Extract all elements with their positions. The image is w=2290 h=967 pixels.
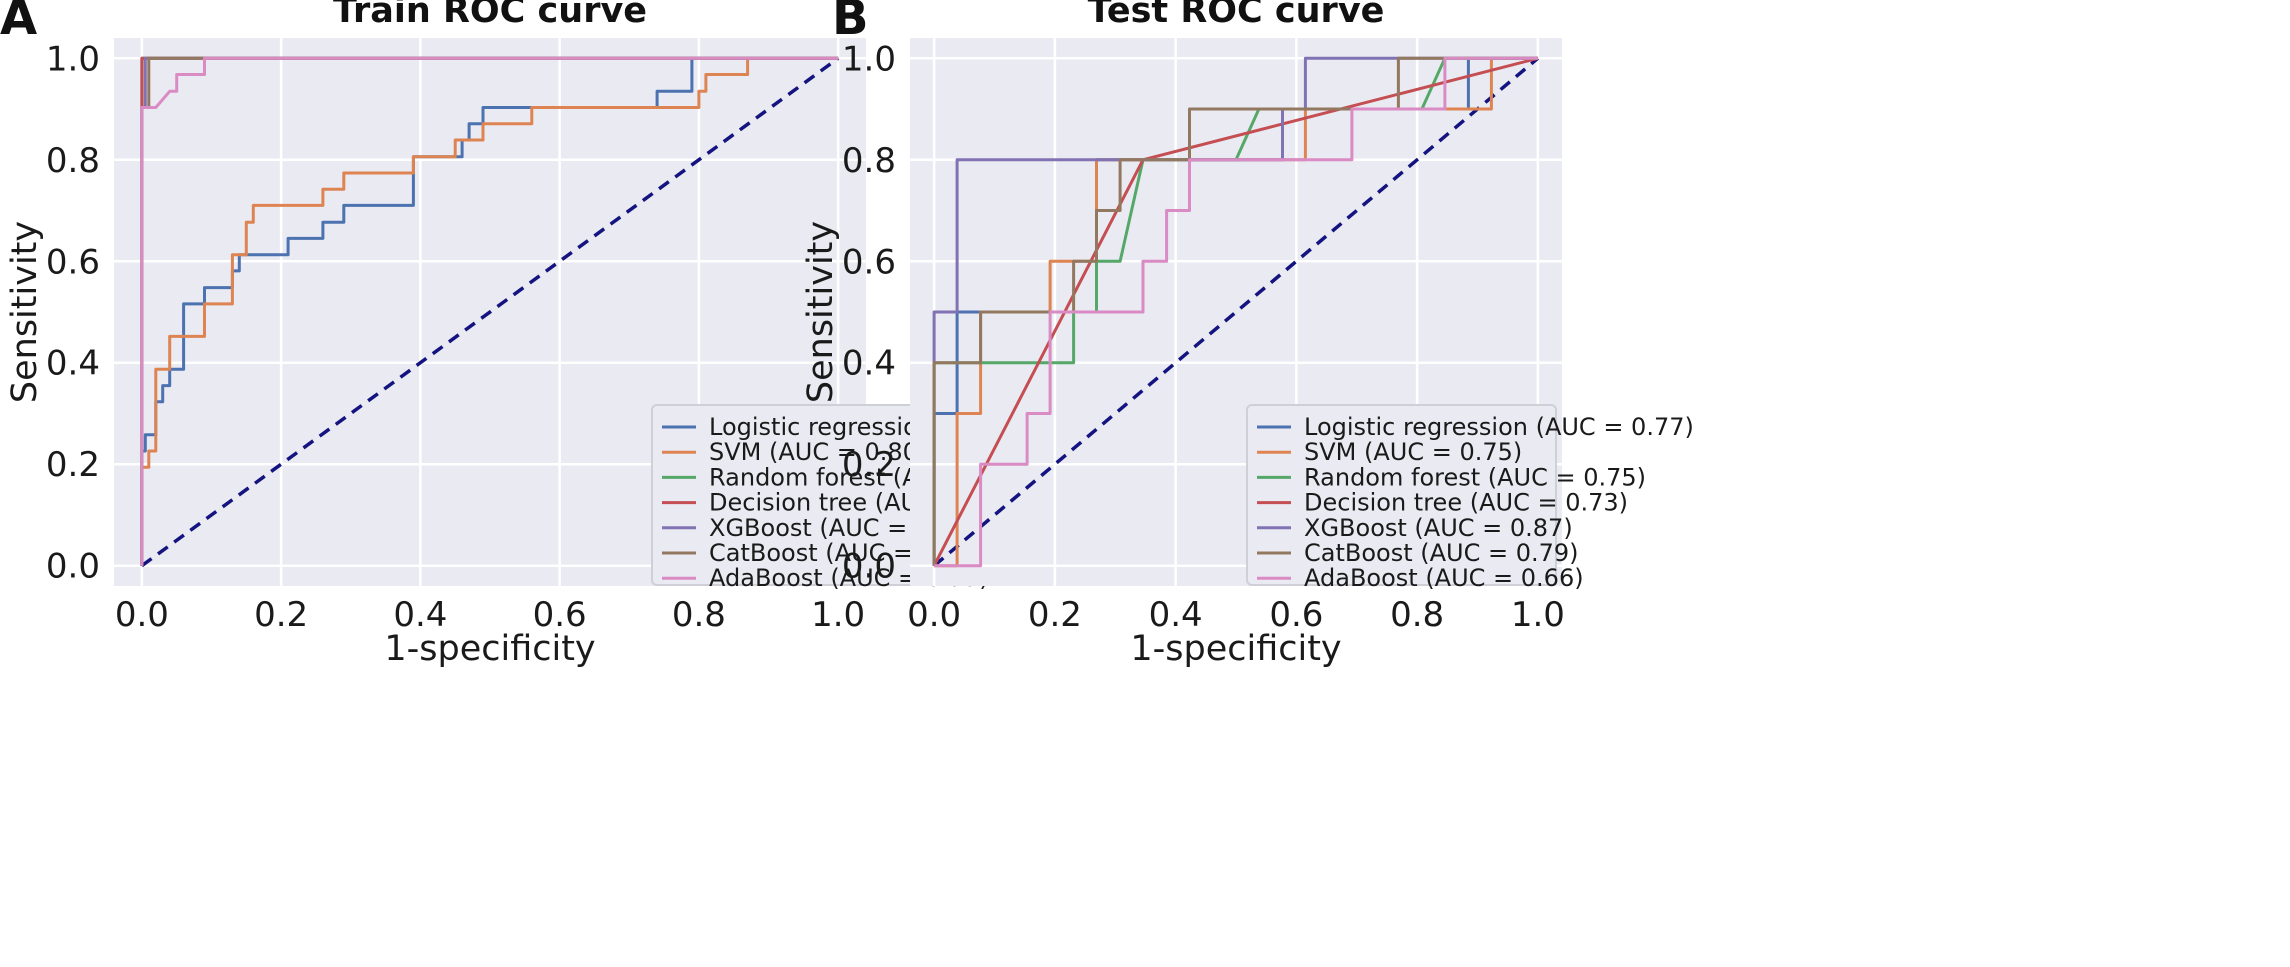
y-tick-label: 0.6 bbox=[842, 242, 896, 282]
x-tick-label: 0.8 bbox=[1390, 595, 1444, 635]
test-roc-panel: 0.0 0.2 0.4 0.6 0.8 1.0 0.0 0.2 0.4 0.6 0.8 1.0 1-sp… bbox=[801, 0, 1694, 669]
x-tick-label: 1.0 bbox=[811, 595, 865, 635]
x-tick-label: 0.8 bbox=[672, 595, 726, 635]
panel-label: A bbox=[0, 0, 37, 46]
y-axis-label: Sensitivity bbox=[5, 221, 45, 403]
x-tick-label: 0.4 bbox=[393, 595, 447, 635]
x-axis-label: 1-specificity bbox=[384, 629, 595, 669]
roc-curve-0 bbox=[140, 56, 839, 566]
chart-title: Test ROC curve bbox=[1088, 0, 1385, 31]
legend-entry: AdaBoost (AUC = 0.66) bbox=[1304, 564, 1584, 592]
roc-curve-6 bbox=[140, 56, 839, 566]
y-axis-label: Sensitivity bbox=[801, 221, 841, 403]
train-roc-panel: 0.0 0.2 0.4 0.6 0.8 1.0 0.0 0.2 0.4 0.6 0.8 1.0 1-sp… bbox=[0, 0, 1123, 669]
legend-entry: SVM (AUC = 0.80) bbox=[709, 438, 927, 466]
x-tick-label: 1.0 bbox=[1511, 595, 1565, 635]
legend-entry: XGBoost (AUC = 0.87) bbox=[1304, 514, 1573, 542]
roc-curve-6 bbox=[934, 56, 1538, 568]
x-tick-label: 0.4 bbox=[1149, 595, 1203, 635]
x-axis-label: 1-specificity bbox=[1130, 629, 1341, 669]
x-tick-label: 0.0 bbox=[115, 595, 169, 635]
y-tick-label: 0.4 bbox=[842, 344, 896, 384]
legend-box bbox=[1246, 404, 1557, 586]
x-tick-label: 0.2 bbox=[254, 595, 308, 635]
panel-label: B bbox=[832, 0, 869, 46]
y-tick-label: 0.8 bbox=[842, 141, 896, 181]
y-tick-label: 0.6 bbox=[46, 242, 100, 282]
y-tick-label: 0.4 bbox=[46, 344, 100, 384]
legend-entry: Logistic regression (AUC = 0.77) bbox=[1304, 413, 1694, 441]
roc-curve-5 bbox=[932, 56, 1538, 566]
x-tick-label: 0.6 bbox=[533, 595, 587, 635]
y-tick-label: 0.8 bbox=[46, 141, 100, 181]
y-tick-label: 0.2 bbox=[46, 445, 100, 485]
x-tick-label: 0.2 bbox=[1028, 595, 1082, 635]
legend-entry: Decision tree (AUC = 0.73) bbox=[1304, 489, 1628, 517]
y-tick-label: 0.2 bbox=[842, 445, 896, 485]
chance-diagonal-line bbox=[933, 56, 1539, 568]
legend: Logistic regression (AUC = 0.77)SVM (AUC… bbox=[1246, 404, 1694, 592]
legend-entry: Random forest (AUC = 0.75) bbox=[1304, 463, 1646, 491]
legend-entry: SVM (AUC = 0.75) bbox=[1304, 438, 1522, 466]
chance-diagonal-line bbox=[140, 56, 840, 568]
legend-entry: CatBoost (AUC = 0.79) bbox=[1304, 539, 1579, 567]
chart-title: Train ROC curve bbox=[333, 0, 647, 31]
y-tick-label: 1.0 bbox=[842, 39, 896, 79]
y-tick-label: 1.0 bbox=[46, 39, 100, 79]
roc-curve-1 bbox=[140, 56, 839, 566]
y-tick-label: 0.0 bbox=[46, 547, 100, 587]
x-tick-label: 0.6 bbox=[1269, 595, 1323, 635]
x-tick-label: 0.0 bbox=[907, 595, 961, 635]
y-tick-label: 0.0 bbox=[842, 547, 896, 587]
